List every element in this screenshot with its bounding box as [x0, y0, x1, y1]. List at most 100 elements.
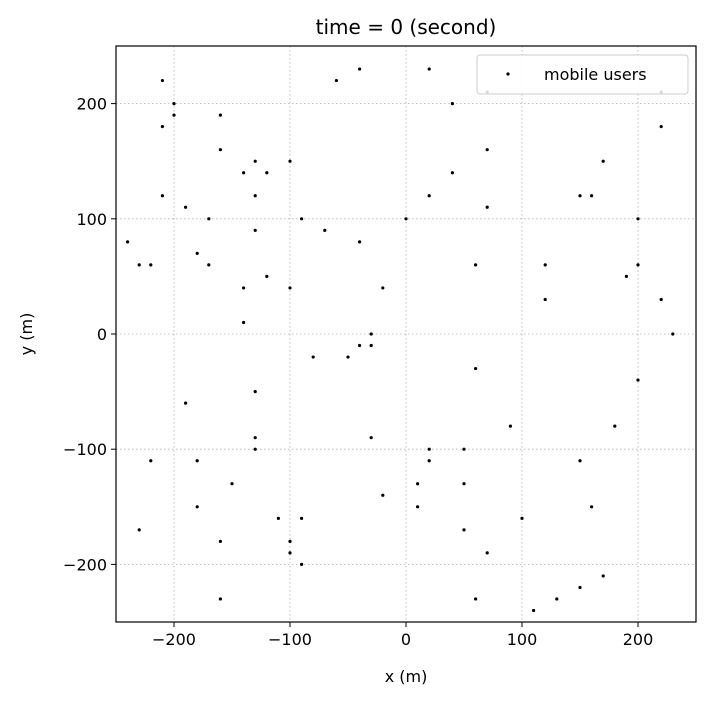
- mobile-user-point: [590, 194, 594, 198]
- mobile-user-point: [671, 332, 675, 336]
- mobile-user-point: [137, 263, 141, 267]
- mobile-user-point: [369, 436, 373, 440]
- mobile-user-point: [288, 551, 292, 555]
- mobile-user-point: [160, 194, 164, 198]
- legend-box: [476, 54, 689, 95]
- mobile-user-point: [508, 424, 512, 428]
- mobile-user-point: [462, 482, 466, 486]
- mobile-user-point: [624, 274, 629, 278]
- mobile-user-point: [659, 297, 663, 302]
- mobile-user-point: [485, 148, 489, 152]
- mobile-user-point: [218, 597, 222, 601]
- mobile-user-point: [474, 366, 478, 371]
- mobile-user-point: [427, 447, 431, 451]
- mobile-user-point: [288, 159, 292, 163]
- mobile-user-point: [242, 286, 246, 290]
- y-tick-label: −100: [63, 440, 107, 459]
- x-axis-label: x (m): [385, 667, 428, 686]
- x-tick-label: 0: [401, 630, 411, 649]
- mobile-user-point: [485, 205, 489, 209]
- legend-label-mobile-users: mobile users: [544, 65, 647, 84]
- mobile-user-point: [416, 505, 420, 509]
- y-tick-label: 200: [76, 95, 107, 114]
- x-tick-label: −200: [152, 630, 196, 649]
- y-tick-label: 100: [76, 210, 107, 229]
- axis-ticks: −200 −100 0 100 200 −200 −100 0 100 200: [63, 95, 653, 649]
- mobile-user-point: [590, 505, 594, 509]
- mobile-user-point: [532, 608, 536, 613]
- mobile-user-point: [474, 263, 478, 267]
- mobile-user-point: [207, 263, 211, 267]
- mobile-user-point: [323, 228, 327, 232]
- mobile-user-point: [334, 78, 338, 83]
- mobile-user-point: [253, 447, 257, 451]
- mobile-user-point: [137, 528, 141, 532]
- mobile-user-point: [288, 539, 292, 543]
- mobile-user-point: [218, 539, 222, 543]
- mobile-user-point: [462, 528, 466, 532]
- mobile-user-point: [358, 240, 362, 244]
- mobile-user-point: [427, 459, 431, 463]
- mobile-user-point: [578, 459, 582, 463]
- chart-title: time = 0 (second): [316, 15, 497, 39]
- mobile-user-point: [381, 493, 385, 497]
- mobile-user-point: [601, 574, 605, 578]
- mobile-user-point: [404, 217, 408, 221]
- mobile-user-point: [381, 286, 385, 290]
- mobile-user-point: [288, 286, 292, 290]
- mobile-user-point: [126, 240, 130, 244]
- mobile-user-point: [450, 171, 454, 175]
- mobile-user-point: [300, 516, 304, 520]
- mobile-user-point: [253, 194, 257, 198]
- mobile-user-point: [230, 482, 234, 486]
- mobile-user-point: [520, 516, 524, 520]
- mobile-user-point: [636, 378, 640, 382]
- mobile-user-point: [346, 355, 350, 359]
- x-tick-label: 200: [623, 630, 654, 649]
- mobile-user-point: [358, 343, 362, 348]
- mobile-user-point: [462, 447, 466, 451]
- mobile-user-point: [172, 113, 176, 117]
- mobile-user-point: [578, 194, 582, 198]
- mobile-user-point: [276, 516, 280, 520]
- mobile-user-point: [613, 424, 617, 428]
- mobile-user-point: [311, 355, 315, 359]
- mobile-user-point: [450, 102, 454, 106]
- mobile-user-point: [265, 171, 269, 175]
- mobile-user-point: [427, 67, 431, 71]
- mobile-user-point: [300, 217, 304, 221]
- mobile-user-point: [474, 597, 478, 601]
- mobile-user-point: [416, 482, 420, 486]
- mobile-user-point: [543, 263, 547, 267]
- mobile-user-point: [207, 217, 211, 221]
- mobile-user-point: [253, 159, 257, 163]
- y-tick-label: −200: [63, 555, 107, 574]
- mobile-user-point: [555, 597, 559, 601]
- legend-marker: [506, 72, 510, 76]
- mobile-user-point: [184, 205, 188, 209]
- mobile-user-point: [195, 251, 199, 255]
- mobile-user-point: [172, 102, 176, 106]
- mobile-user-point: [253, 390, 257, 394]
- y-axis-label: y (m): [17, 313, 36, 356]
- mobile-user-point: [578, 585, 582, 590]
- mobile-user-point: [659, 125, 663, 129]
- mobile-user-point: [218, 148, 222, 152]
- mobile-user-point: [184, 401, 188, 405]
- mobile-user-point: [543, 297, 547, 302]
- mobile-user-point: [160, 125, 164, 129]
- grid-lines: [116, 46, 696, 622]
- x-tick-label: −100: [268, 630, 312, 649]
- mobile-user-point: [149, 263, 153, 267]
- mobile-user-point: [636, 263, 640, 267]
- mobile-user-point: [253, 436, 257, 440]
- mobile-user-point: [636, 217, 640, 221]
- mobile-user-point: [242, 171, 246, 175]
- mobile-user-point: [427, 194, 431, 198]
- mobile-user-point: [265, 274, 269, 278]
- mobile-user-point: [601, 159, 605, 163]
- mobile-user-point: [160, 78, 164, 83]
- mobile-user-point: [253, 228, 257, 232]
